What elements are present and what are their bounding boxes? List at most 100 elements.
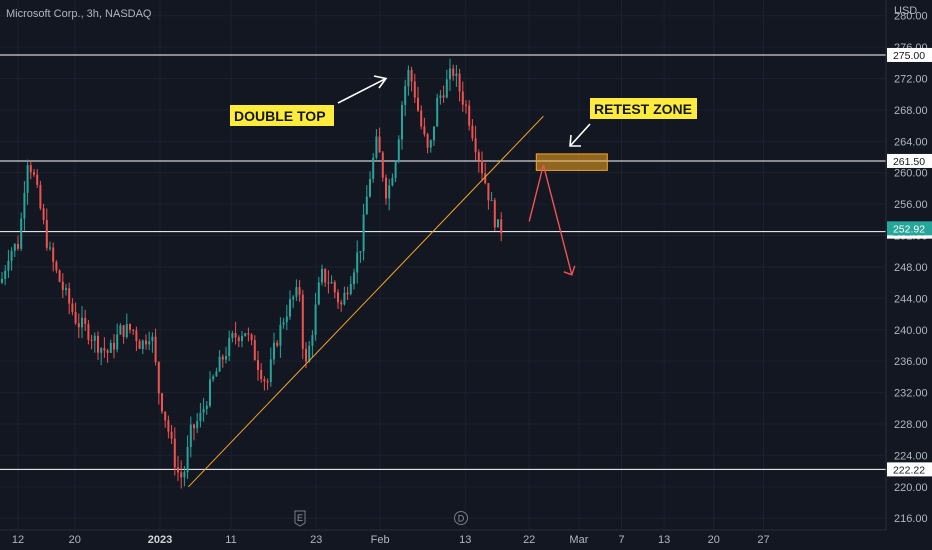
candle-body <box>500 219 503 234</box>
candle-body <box>81 317 83 328</box>
candle-body <box>263 379 266 382</box>
candle-body <box>407 70 410 87</box>
candle-body <box>391 177 394 186</box>
candle-body <box>372 157 375 179</box>
candle-body <box>346 292 349 295</box>
candle-body <box>205 405 208 409</box>
earnings-event-icon <box>294 510 306 527</box>
level-price-tag <box>887 47 932 62</box>
candle-body <box>324 268 327 283</box>
candlesticks <box>1 58 503 489</box>
price-tick-label: 216.00 <box>894 513 928 525</box>
candle-body <box>109 342 112 353</box>
callout-double-top-box <box>230 105 334 126</box>
candle-body <box>116 334 119 350</box>
candle-body <box>87 324 90 340</box>
price-tick-label: 260.00 <box>894 168 928 180</box>
candle-body <box>173 438 176 468</box>
callout-retest-zone-box <box>590 98 697 119</box>
candle-body <box>433 126 435 141</box>
dividend-event-marker[interactable]: D <box>454 511 468 525</box>
last-price-label: 252.92 <box>893 223 925 235</box>
candle-body <box>337 292 339 303</box>
candle-body <box>52 247 55 262</box>
candle-body <box>148 341 151 345</box>
candle-body <box>413 81 416 98</box>
candle-body <box>327 282 330 284</box>
horizontal-levels <box>0 54 886 470</box>
candle-body <box>29 165 32 173</box>
candle-body <box>445 79 448 98</box>
price-tick-label: 228.00 <box>894 419 928 431</box>
time-tick-label: Feb <box>371 534 390 546</box>
price-axis[interactable]: USD 280.00276.00272.00268.00264.00260.00… <box>885 0 932 530</box>
candle-body <box>189 424 192 447</box>
candle-body <box>490 200 493 202</box>
candle-body <box>420 110 423 127</box>
candle-body <box>298 287 301 295</box>
candle-body <box>375 136 378 158</box>
candle-body <box>260 369 263 380</box>
candle-body <box>100 348 103 353</box>
time-tick-label: 27 <box>757 534 769 546</box>
candle-body <box>330 282 333 284</box>
retest-zone-arrow <box>569 123 591 147</box>
candle-body <box>266 381 269 383</box>
price-tick-label: 268.00 <box>894 105 928 117</box>
candle-body <box>7 260 10 271</box>
candle-body <box>449 68 451 80</box>
price-tick-label: 236.00 <box>894 356 928 368</box>
candle-body <box>308 345 311 362</box>
candle-body <box>269 359 272 382</box>
candle-body <box>26 165 29 193</box>
candle-body <box>497 219 499 228</box>
candle-body <box>209 379 211 406</box>
candle-body <box>436 97 439 127</box>
projection-path <box>528 164 573 275</box>
time-tick-label: 20 <box>708 534 720 546</box>
candle-body <box>170 431 173 439</box>
earnings-event-marker[interactable]: E <box>294 510 306 527</box>
candle-body <box>241 336 243 342</box>
candle-body <box>295 287 298 297</box>
candle-body <box>292 296 295 300</box>
callout-retest-zone-label: RETEST ZONE <box>594 101 692 117</box>
callout-double-top-label: DOUBLE TOP <box>234 108 326 124</box>
candle-body <box>167 420 170 432</box>
candle-body <box>356 252 359 273</box>
candle-body <box>426 134 429 148</box>
candle-body <box>388 185 391 199</box>
level-price-label: 222.22 <box>893 464 925 476</box>
price-axis-currency: USD <box>894 5 917 17</box>
level-price-tag <box>887 462 932 477</box>
candle-body <box>340 302 343 305</box>
dividend-event-icon <box>454 511 468 525</box>
candle-body <box>474 138 477 153</box>
time-tick-label: 11 <box>225 534 236 546</box>
candle-body <box>23 192 26 219</box>
time-tick-label: 2023 <box>148 534 172 546</box>
price-tick-label: 220.00 <box>894 482 928 494</box>
time-axis[interactable]: 12 20 2023 11 23 Feb 13 22 Mar 7 13 20 27 <box>0 529 886 546</box>
candle-body <box>186 446 189 473</box>
candle-body <box>282 322 285 325</box>
price-tick-label: 232.00 <box>894 388 928 400</box>
time-axis-ticks: 12 20 2023 11 23 Feb 13 22 Mar 7 13 20 27 <box>12 534 770 546</box>
candle-body <box>481 160 483 174</box>
price-tick-label: 256.00 <box>894 199 928 211</box>
candle-body <box>68 288 71 304</box>
candle-body <box>250 334 253 341</box>
candle-body <box>465 104 467 106</box>
candle-body <box>218 356 221 372</box>
candle-body <box>234 333 237 338</box>
candle-body <box>225 355 227 360</box>
candle-body <box>84 317 87 325</box>
candle-body <box>401 104 403 140</box>
last-price-tag <box>887 221 932 236</box>
candle-body <box>276 342 279 346</box>
price-tick-label: 272.00 <box>894 74 928 86</box>
candle-body <box>4 270 7 279</box>
candle-body <box>122 325 125 338</box>
candle-body <box>132 329 135 331</box>
